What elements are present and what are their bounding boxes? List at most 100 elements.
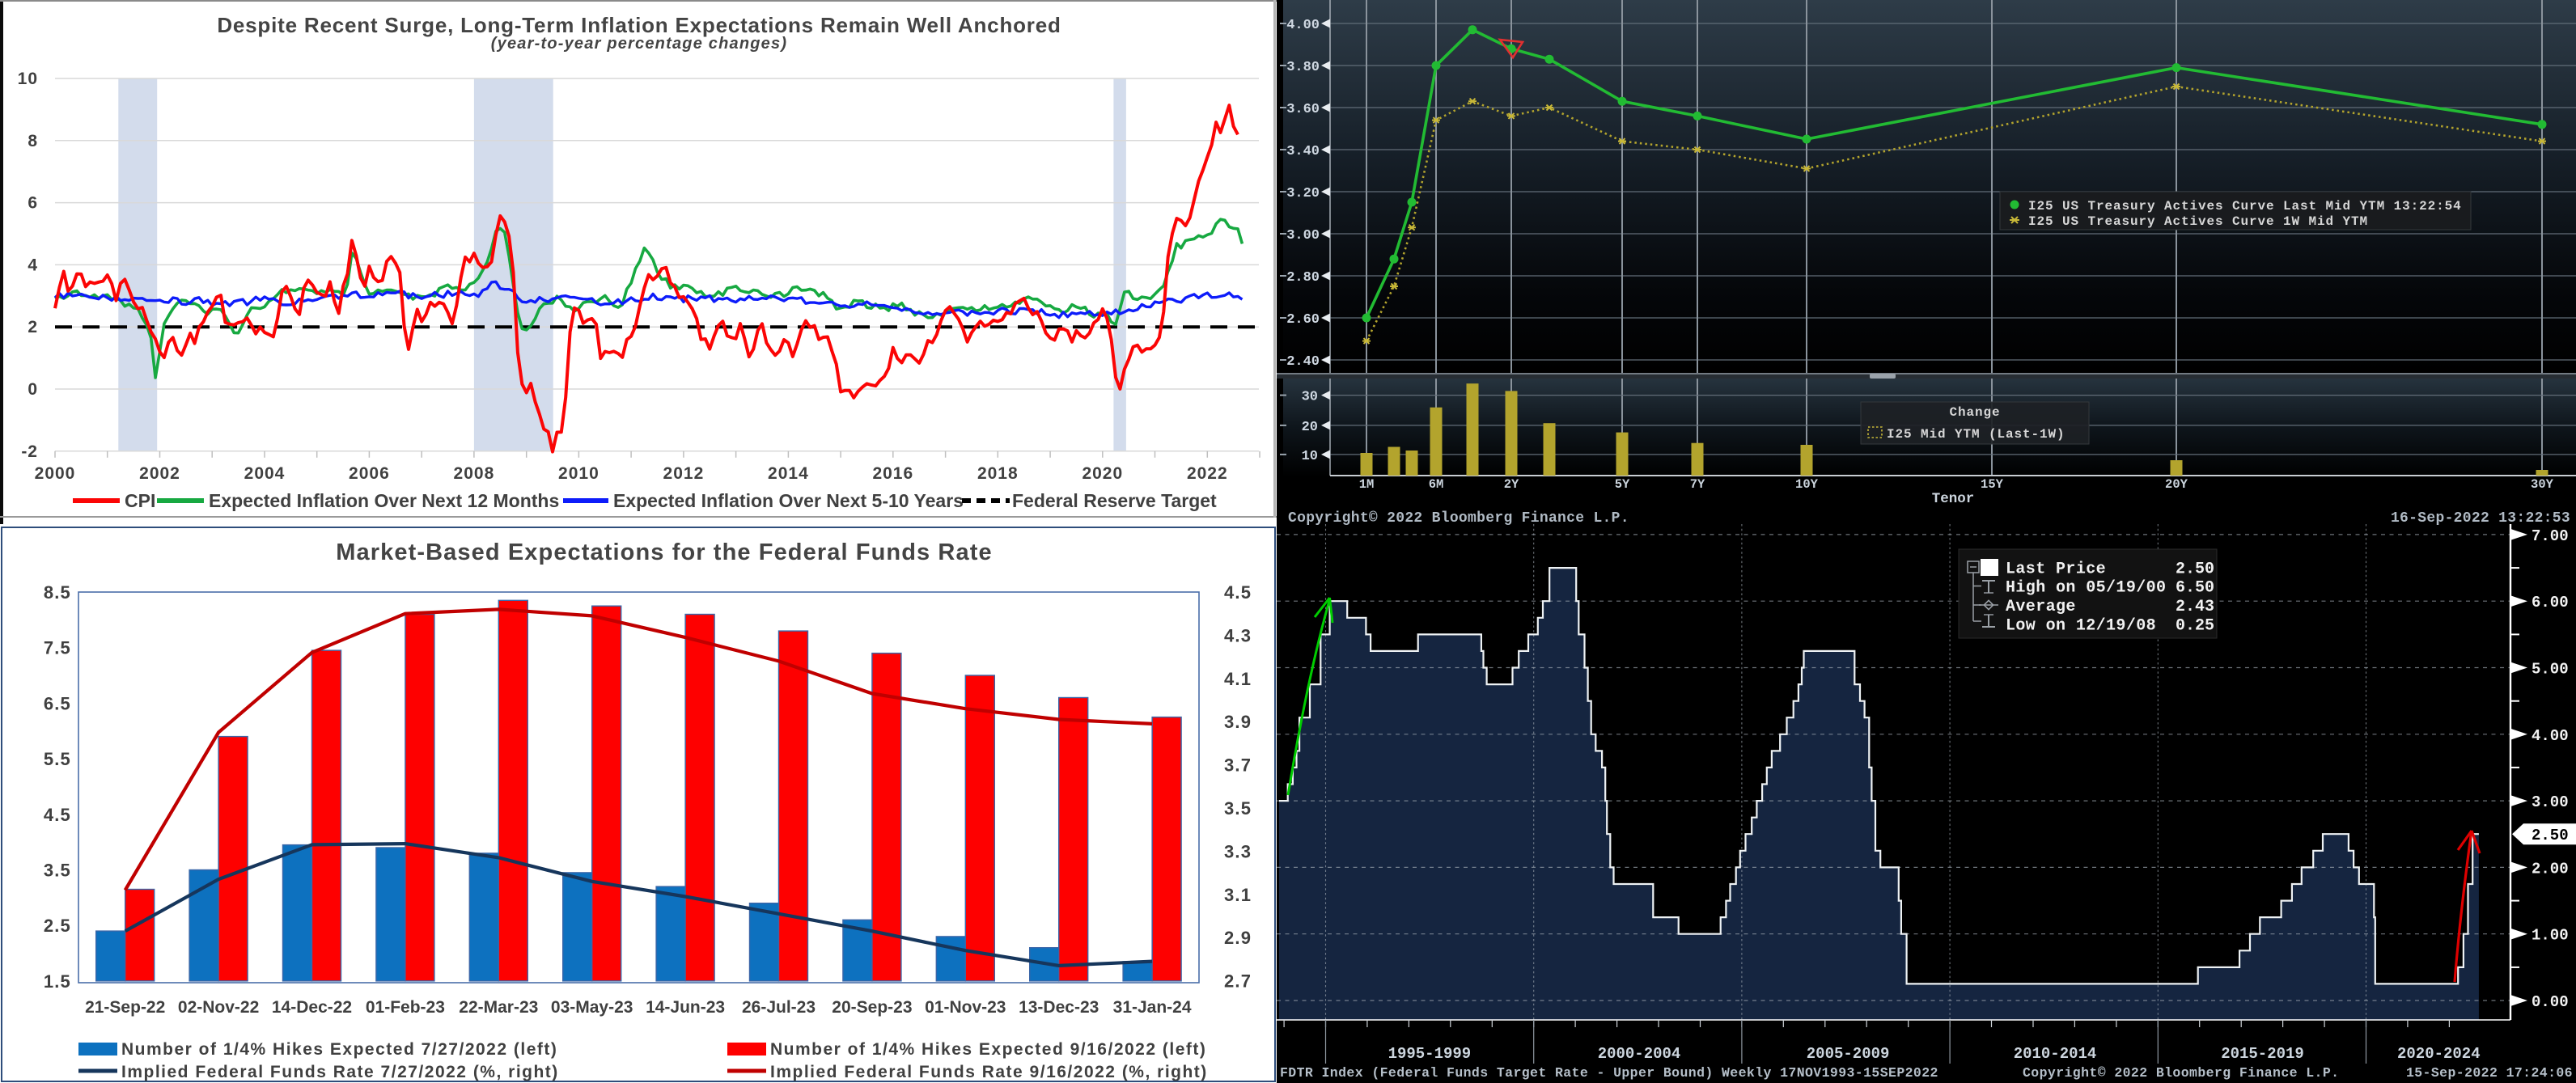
svg-text:1.5: 1.5	[44, 971, 71, 992]
svg-text:2.43: 2.43	[2176, 598, 2214, 616]
svg-text:3.20: 3.20	[1286, 186, 1320, 201]
svg-text:26-Jul-23: 26-Jul-23	[742, 998, 816, 1017]
svg-text:2005-2009: 2005-2009	[1807, 1045, 1890, 1063]
svg-text:3.5: 3.5	[44, 861, 71, 881]
svg-text:I25 US Treasury Actives Curve: I25 US Treasury Actives Curve Last Mid Y…	[2028, 199, 2462, 214]
svg-text:01-Nov-23: 01-Nov-23	[925, 998, 1006, 1017]
svg-text:4.00: 4.00	[2532, 727, 2569, 745]
svg-text:6: 6	[28, 194, 38, 213]
svg-text:2016: 2016	[872, 464, 913, 483]
svg-text:Last Price: Last Price	[2006, 561, 2106, 579]
svg-text:High on 05/19/00: High on 05/19/00	[2006, 579, 2166, 598]
svg-text:2.5: 2.5	[44, 916, 71, 936]
svg-text:3.7: 3.7	[1224, 755, 1252, 776]
svg-text:22-Mar-23: 22-Mar-23	[459, 998, 538, 1017]
svg-text:3.40: 3.40	[1286, 144, 1320, 159]
svg-text:2000: 2000	[35, 464, 76, 483]
svg-text:2018: 2018	[977, 464, 1019, 483]
svg-text:7.5: 7.5	[44, 638, 71, 658]
svg-text:6.00: 6.00	[2532, 594, 2569, 611]
svg-text:CPI: CPI	[125, 490, 155, 511]
svg-text:6.5: 6.5	[44, 693, 71, 713]
svg-text:03-May-23: 03-May-23	[551, 998, 633, 1017]
svg-text:5.5: 5.5	[44, 749, 71, 769]
svg-text:3.60: 3.60	[1286, 102, 1320, 117]
svg-text:2010-2014: 2010-2014	[2014, 1045, 2097, 1063]
svg-text:13-Dec-23: 13-Dec-23	[1019, 998, 1099, 1017]
svg-text:3.80: 3.80	[1286, 60, 1320, 75]
svg-text:14-Jun-23: 14-Jun-23	[646, 998, 725, 1017]
svg-text:10: 10	[18, 70, 38, 88]
svg-text:6.50: 6.50	[2176, 579, 2214, 598]
svg-text:0.00: 0.00	[2532, 993, 2569, 1011]
svg-text:1995-1999: 1995-1999	[1388, 1045, 1472, 1063]
svg-text:15-Sep-2022 17:24:06: 15-Sep-2022 17:24:06	[2406, 1065, 2573, 1081]
svg-text:2: 2	[28, 318, 38, 336]
svg-text:2.9: 2.9	[1224, 928, 1252, 948]
svg-text:10Y: 10Y	[1795, 477, 1819, 492]
svg-text:8.5: 8.5	[44, 582, 71, 603]
svg-text:2008: 2008	[454, 464, 495, 483]
svg-text:3.1: 3.1	[1224, 885, 1252, 905]
svg-text:4.5: 4.5	[1224, 582, 1252, 603]
svg-text:10: 10	[1302, 449, 1318, 464]
svg-text:14-Dec-22: 14-Dec-22	[272, 998, 352, 1017]
svg-text:4.00: 4.00	[1286, 18, 1320, 33]
svg-text:2.7: 2.7	[1224, 971, 1252, 992]
svg-text:8: 8	[28, 132, 38, 150]
svg-text:3.00: 3.00	[1286, 228, 1320, 243]
svg-text:Implied Federal Funds Rate 9/1: Implied Federal Funds Rate 9/16/2022 (%,…	[770, 1063, 1208, 1081]
svg-text:7Y: 7Y	[1690, 477, 1705, 492]
svg-text:(year-to-year percentage chang: (year-to-year percentage changes)	[491, 35, 787, 53]
svg-text:Implied Federal Funds Rate 7/2: Implied Federal Funds Rate 7/27/2022 (%,…	[121, 1063, 559, 1081]
svg-text:0: 0	[28, 380, 38, 399]
svg-text:I25 Mid YTM (Last-1W): I25 Mid YTM (Last-1W)	[1887, 427, 2065, 442]
svg-text:Expected Inflation Over Next 1: Expected Inflation Over Next 12 Months	[209, 490, 559, 511]
svg-text:2014: 2014	[768, 464, 809, 483]
svg-text:2002: 2002	[139, 464, 180, 483]
svg-text:2.60: 2.60	[1286, 312, 1320, 328]
svg-text:5.00: 5.00	[2532, 661, 2569, 679]
svg-text:Number of 1/4% Hikes Expected: Number of 1/4% Hikes Expected 9/16/2022 …	[770, 1040, 1206, 1059]
svg-text:I25 US Treasury Actives Curve: I25 US Treasury Actives Curve 1W Mid YTM	[2028, 214, 2368, 229]
svg-text:2020-2024: 2020-2024	[2397, 1045, 2481, 1063]
svg-text:2.00: 2.00	[2532, 860, 2569, 878]
svg-text:2.80: 2.80	[1286, 270, 1320, 286]
svg-text:1.00: 1.00	[2532, 927, 2569, 945]
svg-text:2012: 2012	[663, 464, 705, 483]
svg-text:3.00: 3.00	[2532, 793, 2569, 811]
svg-text:31-Jan-24: 31-Jan-24	[1113, 998, 1192, 1017]
svg-text:4.5: 4.5	[44, 805, 71, 825]
svg-text:30: 30	[1302, 390, 1318, 405]
svg-text:02-Nov-22: 02-Nov-22	[178, 998, 259, 1017]
svg-text:21-Sep-22: 21-Sep-22	[85, 998, 165, 1017]
svg-text:0.25: 0.25	[2176, 617, 2214, 636]
svg-text:4: 4	[28, 256, 38, 274]
svg-text:Despite Recent Surge, Long-Ter: Despite Recent Surge, Long-Term Inflatio…	[217, 13, 1061, 37]
svg-text:Expected Inflation Over Next 5: Expected Inflation Over Next 5-10 Years	[613, 490, 964, 511]
svg-text:2Y: 2Y	[1504, 477, 1519, 492]
svg-text:4.1: 4.1	[1224, 669, 1252, 689]
svg-text:2006: 2006	[349, 464, 390, 483]
svg-text:-2: -2	[21, 442, 38, 461]
svg-text:2004: 2004	[244, 464, 286, 483]
svg-text:2015-2019: 2015-2019	[2221, 1045, 2304, 1063]
svg-text:Copyright© 2022 Bloomberg Fina: Copyright© 2022 Bloomberg Finance L.P.	[2023, 1065, 2339, 1081]
svg-text:Low on 12/19/08: Low on 12/19/08	[2006, 617, 2156, 636]
svg-text:01-Feb-23: 01-Feb-23	[366, 998, 445, 1017]
svg-text:Average: Average	[2006, 598, 2076, 616]
svg-text:2020: 2020	[1082, 464, 1123, 483]
svg-text:Change: Change	[1949, 405, 2000, 420]
svg-text:2.40: 2.40	[1286, 354, 1320, 370]
svg-text:3.3: 3.3	[1224, 841, 1252, 861]
svg-text:30Y: 30Y	[2531, 477, 2554, 492]
svg-text:1M: 1M	[1359, 477, 1375, 492]
svg-text:2.50: 2.50	[2176, 561, 2214, 579]
svg-text:20-Sep-23: 20-Sep-23	[832, 998, 912, 1017]
svg-text:Tenor: Tenor	[1932, 491, 1975, 507]
svg-text:20Y: 20Y	[2165, 477, 2188, 492]
svg-text:2.50: 2.50	[2532, 827, 2569, 844]
svg-text:2000-2004: 2000-2004	[1598, 1045, 1681, 1063]
svg-text:4.3: 4.3	[1224, 625, 1252, 645]
svg-text:3.9: 3.9	[1224, 712, 1252, 732]
